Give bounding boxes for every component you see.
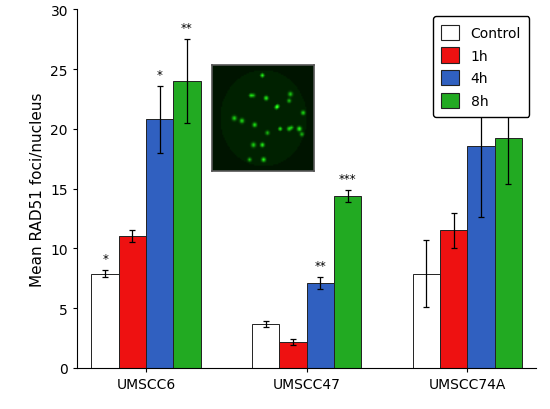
Bar	[146, 120, 173, 368]
Bar	[307, 283, 334, 368]
Legend: Control, 1h, 4h, 8h: Control, 1h, 4h, 8h	[433, 17, 529, 117]
Y-axis label: Mean RAD51 foci/nucleus: Mean RAD51 foci/nucleus	[30, 92, 45, 286]
Text: **: **	[181, 22, 193, 35]
Bar	[494, 139, 522, 368]
Bar	[279, 342, 307, 368]
Text: *: *	[102, 252, 108, 265]
Bar	[412, 274, 440, 368]
Text: ***: ***	[499, 76, 517, 89]
Bar	[467, 146, 494, 368]
Bar	[334, 196, 361, 368]
Bar	[119, 237, 146, 368]
Bar	[440, 231, 467, 368]
Bar	[252, 324, 279, 368]
Text: **: **	[315, 260, 326, 273]
Text: *: *	[157, 69, 163, 82]
Bar	[91, 274, 119, 368]
Text: ***: ***	[339, 173, 356, 186]
Bar	[173, 82, 201, 368]
